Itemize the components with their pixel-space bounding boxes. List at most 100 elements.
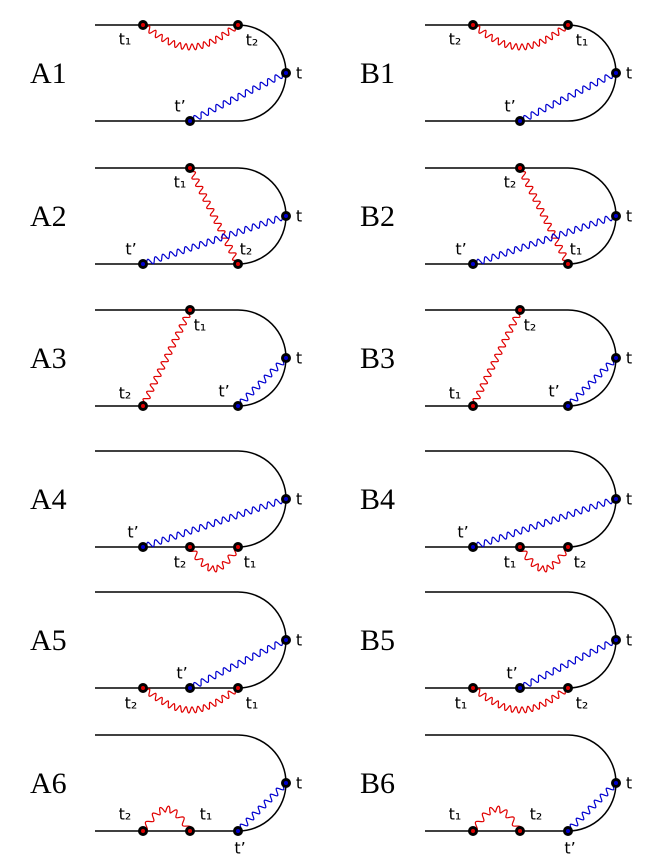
- blue-propagator: [142, 213, 287, 267]
- vertex-label: t₂: [174, 553, 187, 572]
- vertex-core: [518, 119, 522, 123]
- vertex-core: [471, 262, 475, 266]
- vertex-label: t’: [174, 97, 185, 116]
- panel-label: B2: [360, 200, 395, 233]
- vertex-core: [566, 829, 570, 833]
- panel-label: A2: [30, 200, 67, 233]
- blue-propagator: [519, 637, 617, 691]
- vertex-label: t: [296, 349, 302, 368]
- vertex-core: [236, 686, 240, 690]
- vertex-label: t’: [455, 240, 466, 259]
- vertex-core: [614, 638, 618, 642]
- contour: [95, 450, 287, 548]
- vertex-core: [284, 71, 288, 75]
- vertex-label: t₁: [200, 805, 213, 824]
- vertex-core: [566, 545, 570, 549]
- vertex-core: [236, 23, 240, 27]
- vertex-label: t: [296, 631, 302, 650]
- vertex-core: [188, 119, 192, 123]
- contour: [425, 450, 617, 548]
- vertex-core: [614, 356, 618, 360]
- panel-label: A5: [30, 624, 67, 657]
- vertex-core: [614, 214, 618, 218]
- blue-propagator: [189, 637, 287, 691]
- vertex-label: t’: [218, 382, 229, 401]
- vertex-label: t₁: [576, 31, 589, 50]
- vertex-label: t₁: [504, 553, 517, 572]
- contour: [425, 591, 617, 689]
- contour: [425, 167, 617, 265]
- vertex-label: t₂: [119, 384, 132, 403]
- blue-propagator: [189, 70, 287, 124]
- vertex-core: [471, 686, 475, 690]
- vertex-core: [141, 545, 145, 549]
- vertex-core: [471, 23, 475, 27]
- vertex-label: t: [296, 207, 302, 226]
- vertex-label: t: [296, 490, 302, 509]
- vertex-label: t₁: [174, 173, 187, 192]
- red-propagator: [142, 309, 191, 407]
- vertex-core: [141, 23, 145, 27]
- vertex-label: t₂: [246, 31, 259, 50]
- vertex-core: [188, 166, 192, 170]
- panel-label: B4: [360, 483, 395, 516]
- panel-label: A6: [30, 767, 67, 800]
- vertex-label: t: [626, 631, 632, 650]
- red-propagator: [472, 805, 522, 832]
- vertex-label: t₁: [119, 30, 132, 49]
- vertex-core: [188, 686, 192, 690]
- vertex-label: t: [296, 64, 302, 83]
- panel-label: A1: [30, 57, 67, 90]
- vertex-core: [284, 356, 288, 360]
- vertex-core: [188, 545, 192, 549]
- vertex-core: [471, 829, 475, 833]
- vertex-label: t₂: [125, 694, 138, 713]
- blue-propagator: [237, 781, 287, 833]
- vertex-core: [236, 545, 240, 549]
- red-propagator: [471, 686, 569, 714]
- vertex-core: [236, 829, 240, 833]
- vertex-label: t₂: [240, 240, 253, 259]
- vertex-core: [284, 638, 288, 642]
- vertex-core: [518, 166, 522, 170]
- vertex-core: [518, 545, 522, 549]
- blue-propagator: [567, 356, 617, 408]
- vertex-core: [141, 262, 145, 266]
- vertex-core: [518, 686, 522, 690]
- vertex-core: [141, 404, 145, 408]
- panel-label: A3: [30, 342, 67, 375]
- vertex-core: [614, 71, 618, 75]
- panel-label: B3: [360, 342, 395, 375]
- blue-propagator: [142, 496, 287, 550]
- red-propagator: [141, 23, 239, 51]
- panel-label: A4: [30, 483, 67, 516]
- red-propagator: [188, 546, 239, 573]
- vertex-core: [566, 262, 570, 266]
- vertex-core: [284, 497, 288, 501]
- vertex-label: t₂: [449, 30, 462, 49]
- vertex-core: [566, 23, 570, 27]
- blue-propagator: [472, 213, 617, 267]
- vertex-label: t₁: [246, 694, 259, 713]
- vertex-label: t: [626, 490, 632, 509]
- vertex-label: t: [626, 774, 632, 793]
- vertex-label: t₁: [449, 805, 462, 824]
- vertex-label: t’: [127, 523, 138, 542]
- vertex-core: [518, 829, 522, 833]
- vertex-label: t₂: [119, 805, 132, 824]
- red-propagator: [518, 546, 569, 573]
- vertex-label: t’: [125, 240, 136, 259]
- vertex-label: t’: [506, 664, 517, 683]
- blue-propagator: [519, 70, 617, 124]
- vertex-label: t₁: [570, 240, 583, 259]
- vertex-core: [566, 686, 570, 690]
- vertex-label: t: [296, 774, 302, 793]
- vertex-label: t’: [234, 839, 245, 854]
- vertex-label: t₂: [530, 805, 543, 824]
- vertex-label: t₂: [574, 553, 587, 572]
- vertex-label: t’: [548, 382, 559, 401]
- vertex-label: t₂: [504, 173, 517, 192]
- vertex-label: t₂: [524, 316, 537, 335]
- vertex-core: [236, 262, 240, 266]
